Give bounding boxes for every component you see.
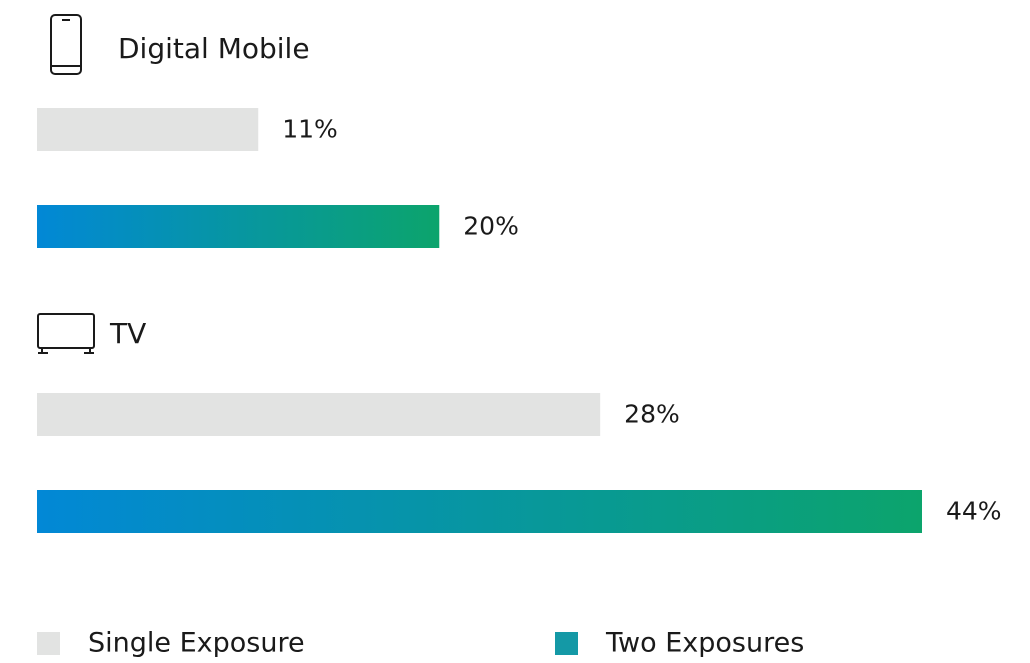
group-label: Digital Mobile [118, 32, 310, 65]
group-label: TV [109, 317, 146, 350]
bar [37, 108, 259, 151]
legend-label: Single Exposure [88, 628, 305, 659]
tv-icon [37, 313, 95, 354]
legend-swatch [555, 632, 578, 655]
legend-label: Two Exposures [605, 628, 804, 659]
bar [37, 205, 440, 248]
value-label: 44% [946, 497, 1002, 526]
phone-icon [50, 14, 82, 75]
bar [37, 490, 922, 533]
legend-swatch [37, 632, 60, 655]
bar [37, 393, 601, 436]
value-label: 20% [463, 212, 519, 241]
value-label: 11% [282, 115, 338, 144]
value-label: 28% [624, 400, 680, 429]
